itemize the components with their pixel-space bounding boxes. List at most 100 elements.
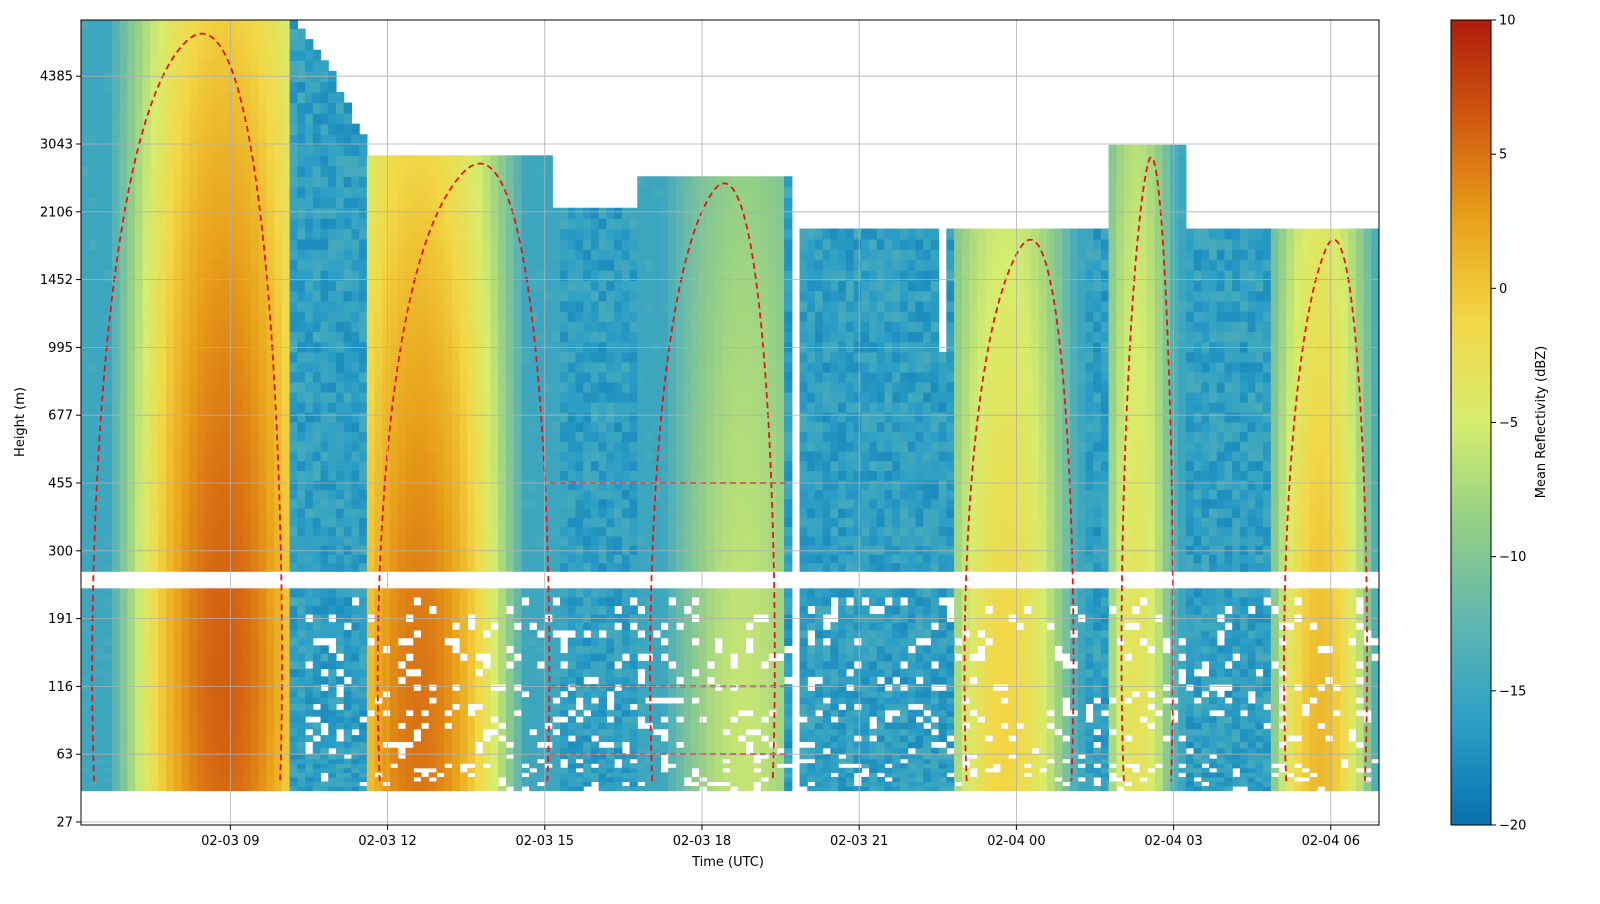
heatmap-cell: [212, 669, 220, 677]
heatmap-cell: [1178, 622, 1186, 630]
heatmap-cell: [1232, 691, 1240, 698]
heatmap-cell: [1217, 554, 1225, 563]
heatmap-cell: [939, 563, 947, 572]
heatmap-cell: [483, 759, 491, 764]
heatmap-cell: [243, 669, 251, 677]
heatmap-cell: [722, 638, 730, 646]
heatmap-cell: [1309, 735, 1317, 742]
heatmap-cell: [1317, 597, 1325, 606]
heatmap-cell: [220, 669, 228, 677]
heatmap-cell: [460, 735, 468, 742]
heatmap-cell: [151, 735, 159, 742]
heatmap-cell: [1224, 563, 1232, 572]
heatmap-cell: [413, 697, 421, 704]
heatmap-cell: [908, 638, 916, 646]
heatmap-cell: [1309, 703, 1317, 710]
heatmap-cell: [259, 716, 267, 723]
heatmap-cell: [1116, 729, 1124, 736]
heatmap-cell: [1217, 563, 1225, 572]
heatmap-cell: [1263, 735, 1271, 742]
heatmap-cell: [1186, 588, 1194, 597]
heatmap-cell: [1147, 638, 1155, 646]
heatmap-cell: [800, 754, 808, 759]
heatmap-cell: [429, 703, 437, 710]
heatmap-cell: [1085, 729, 1093, 736]
heatmap-cell: [112, 661, 120, 669]
heatmap-cell: [622, 588, 630, 597]
heatmap-cell: [830, 781, 838, 786]
heatmap-cell: [1263, 716, 1271, 723]
heatmap-cell: [1016, 759, 1024, 764]
heatmap-cell: [205, 622, 213, 630]
heatmap-cell: [205, 703, 213, 710]
heatmap-cell: [900, 748, 908, 755]
heatmap-cell: [1309, 748, 1317, 755]
heatmap-cell: [467, 554, 475, 563]
heatmap-cell: [1078, 638, 1086, 646]
heatmap-cell: [630, 777, 638, 782]
heatmap-cell: [220, 703, 228, 710]
heatmap-cell: [753, 588, 761, 597]
heatmap-cell: [1039, 638, 1047, 646]
heatmap-cell: [1255, 605, 1263, 614]
heatmap-cell: [1194, 622, 1202, 630]
heatmap-cell: [908, 691, 916, 698]
heatmap-cell: [127, 763, 135, 768]
heatmap-cell: [406, 759, 414, 764]
heatmap-cell: [398, 645, 406, 653]
heatmap-cell: [313, 645, 321, 653]
heatmap-cell: [475, 710, 483, 717]
heatmap-cell: [521, 722, 529, 729]
heatmap-cell: [807, 777, 815, 782]
heatmap-cell: [1163, 763, 1171, 768]
heatmap-cell: [769, 691, 777, 698]
heatmap-cell: [460, 630, 468, 638]
heatmap-cell: [212, 729, 220, 736]
heatmap-cell: [738, 763, 746, 768]
heatmap-cell: [869, 729, 877, 736]
heatmap-cell: [251, 597, 259, 606]
heatmap-cell: [104, 703, 112, 710]
heatmap-cell: [622, 716, 630, 723]
heatmap-cell: [282, 777, 290, 782]
heatmap-cell: [846, 710, 854, 717]
heatmap-cell: [1016, 768, 1024, 773]
heatmap-cell: [421, 588, 429, 597]
heatmap-cell: [1232, 781, 1240, 786]
heatmap-cell: [1024, 710, 1032, 717]
heatmap-cell: [236, 729, 244, 736]
heatmap-cell: [243, 554, 251, 563]
heatmap-cell: [838, 710, 846, 717]
heatmap-cell: [181, 588, 189, 597]
heatmap-cell: [189, 741, 197, 748]
heatmap-cell: [1232, 703, 1240, 710]
heatmap-cell: [266, 554, 274, 563]
heatmap-cell: [583, 772, 591, 777]
heatmap-cell: [189, 638, 197, 646]
heatmap-cell: [166, 622, 174, 630]
heatmap-cell: [158, 772, 166, 777]
heatmap-cell: [668, 622, 676, 630]
heatmap-cell: [722, 588, 730, 597]
heatmap-cell: [1371, 754, 1379, 759]
heatmap-cell: [521, 676, 529, 684]
heatmap-cell: [645, 729, 653, 736]
heatmap-cell: [1024, 768, 1032, 773]
heatmap-cell: [761, 729, 769, 736]
heatmap-cell: [297, 703, 305, 710]
heatmap-cell: [212, 622, 220, 630]
heatmap-cell: [1248, 684, 1256, 691]
heatmap-cell: [336, 676, 344, 684]
heatmap-cell: [1085, 697, 1093, 704]
heatmap-cell: [776, 703, 784, 710]
heatmap-cell: [1255, 759, 1263, 764]
heatmap-cell: [305, 735, 313, 742]
heatmap-cell: [1039, 669, 1047, 677]
heatmap-cell: [181, 653, 189, 661]
heatmap-cell: [1163, 622, 1171, 630]
heatmap-cell: [506, 554, 514, 563]
heatmap-cell: [1008, 710, 1016, 717]
heatmap-cell: [815, 669, 823, 677]
heatmap-cell: [1016, 563, 1024, 572]
heatmap-cell: [1000, 759, 1008, 764]
